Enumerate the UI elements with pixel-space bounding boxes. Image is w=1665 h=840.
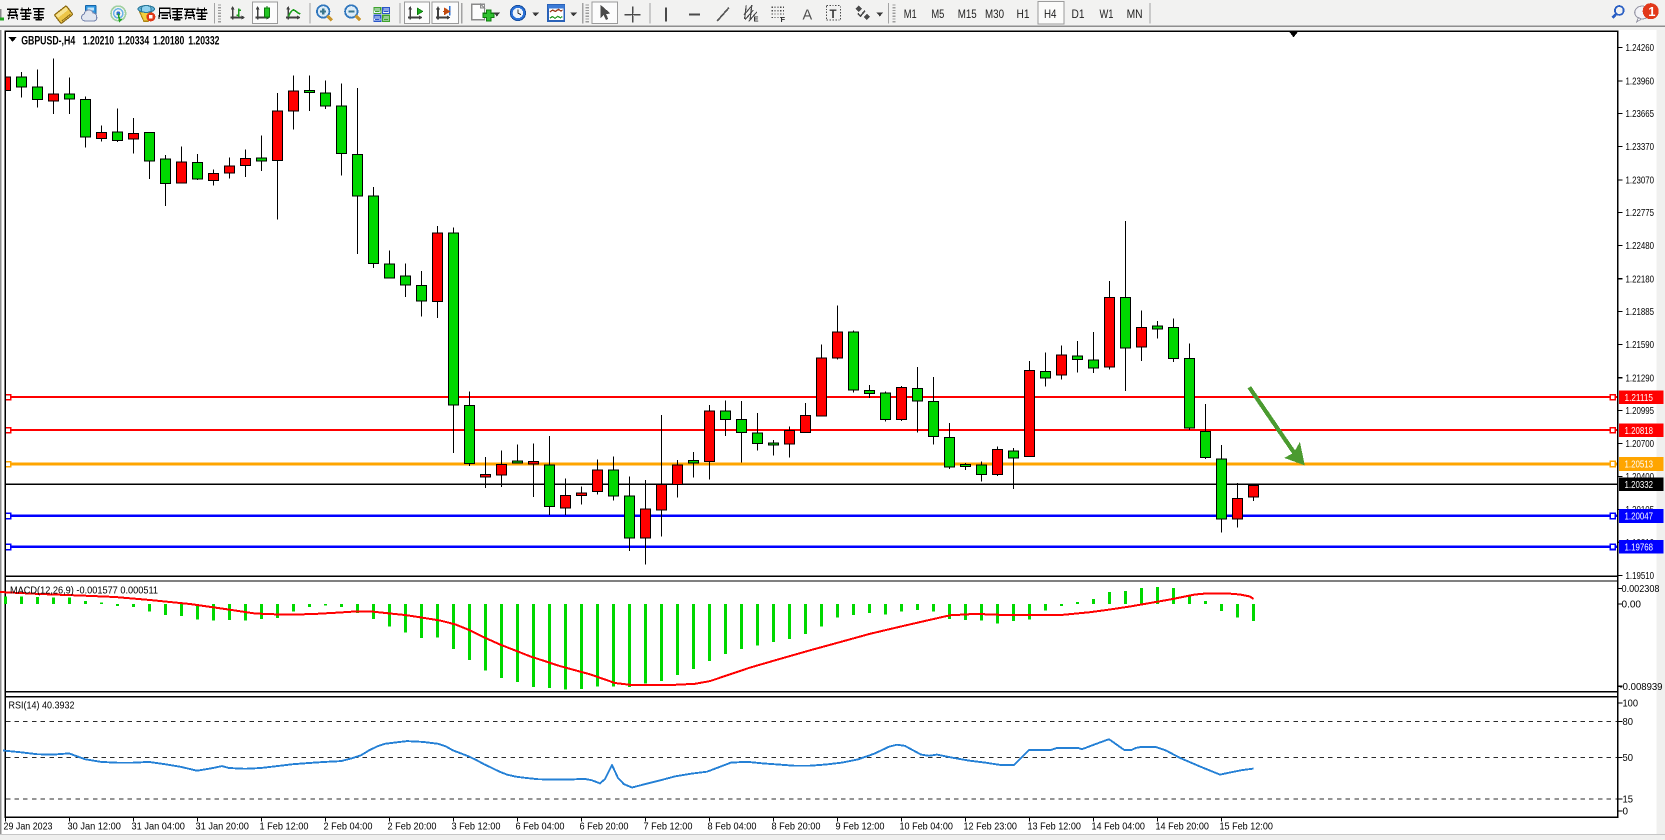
svg-text:1.19510: 1.19510: [1626, 570, 1655, 582]
svg-text:1.20700: 1.20700: [1626, 438, 1655, 450]
svg-text:50: 50: [1623, 752, 1634, 764]
svg-text:0.00: 0.00: [1622, 599, 1642, 611]
svg-text:MN: MN: [1127, 7, 1143, 21]
svg-text:1.20995: 1.20995: [1626, 405, 1655, 417]
svg-text:2 Feb 04:00: 2 Feb 04:00: [324, 821, 373, 833]
svg-text:1.23370: 1.23370: [1626, 141, 1655, 153]
svg-text:1.24260: 1.24260: [1626, 42, 1655, 54]
svg-text:W1: W1: [1100, 7, 1114, 21]
svg-text:F: F: [781, 15, 786, 24]
svg-text:M15: M15: [958, 7, 977, 21]
svg-text:0.002308: 0.002308: [1622, 583, 1660, 595]
svg-text:31 Jan 04:00: 31 Jan 04:00: [132, 821, 186, 833]
svg-text:0: 0: [1623, 806, 1629, 818]
svg-text:3 Feb 12:00: 3 Feb 12:00: [452, 821, 501, 833]
svg-text:7 Feb 12:00: 7 Feb 12:00: [644, 821, 693, 833]
svg-text:1.20818: 1.20818: [1625, 425, 1654, 437]
svg-text:H1: H1: [1017, 7, 1030, 21]
svg-text:1.21590: 1.21590: [1626, 339, 1655, 351]
svg-text:D1: D1: [1072, 7, 1085, 21]
svg-text:12 Feb 23:00: 12 Feb 23:00: [964, 821, 1018, 833]
svg-text:E: E: [754, 15, 759, 24]
svg-text:M5: M5: [931, 7, 944, 21]
svg-text:1.20513: 1.20513: [1625, 459, 1654, 471]
svg-text:31 Jan 20:00: 31 Jan 20:00: [196, 821, 250, 833]
svg-text:1.19768: 1.19768: [1625, 542, 1654, 554]
svg-text:1.20047: 1.20047: [1625, 511, 1654, 523]
svg-text:8 Feb 20:00: 8 Feb 20:00: [772, 821, 821, 833]
svg-text:M30: M30: [985, 7, 1004, 21]
svg-text:1.20332: 1.20332: [188, 36, 219, 48]
svg-text:T: T: [830, 9, 837, 21]
svg-text:1: 1: [1648, 4, 1655, 19]
svg-text:GBPUSD-,H4: GBPUSD-,H4: [21, 36, 75, 48]
svg-text:MACD(12,26,9) -0.001577 0.0005: MACD(12,26,9) -0.001577 0.000511: [10, 585, 158, 597]
svg-text:1.20180: 1.20180: [153, 36, 184, 48]
svg-text:6 Feb 04:00: 6 Feb 04:00: [516, 821, 565, 833]
svg-text:RSI(14) 40.3932: RSI(14) 40.3932: [9, 700, 75, 712]
svg-text:29 Jan 2023: 29 Jan 2023: [4, 821, 53, 833]
svg-text:80: 80: [1623, 716, 1634, 728]
svg-text:M1: M1: [904, 7, 917, 21]
svg-text:1.22480: 1.22480: [1626, 240, 1655, 252]
svg-text:2 Feb 20:00: 2 Feb 20:00: [388, 821, 437, 833]
svg-text:100: 100: [1623, 698, 1639, 710]
svg-text:6 Feb 20:00: 6 Feb 20:00: [580, 821, 629, 833]
svg-text:-0.008939: -0.008939: [1620, 681, 1663, 693]
svg-text:H4: H4: [1044, 7, 1057, 21]
svg-text:1.22775: 1.22775: [1626, 207, 1655, 219]
svg-text:8 Feb 04:00: 8 Feb 04:00: [708, 821, 757, 833]
svg-text:13 Feb 12:00: 13 Feb 12:00: [1028, 821, 1082, 833]
svg-text:9 Feb 12:00: 9 Feb 12:00: [836, 821, 885, 833]
svg-text:1.21885: 1.21885: [1626, 306, 1655, 318]
svg-text:10 Feb 04:00: 10 Feb 04:00: [900, 821, 954, 833]
svg-text:1.23665: 1.23665: [1626, 108, 1655, 120]
svg-text:1.20332: 1.20332: [1625, 479, 1654, 491]
svg-text:1.20334: 1.20334: [118, 36, 150, 48]
svg-text:1.21115: 1.21115: [1625, 392, 1654, 404]
svg-text:1.23070: 1.23070: [1626, 174, 1655, 186]
svg-text:1.22180: 1.22180: [1626, 273, 1655, 285]
svg-text:14 Feb 04:00: 14 Feb 04:00: [1092, 821, 1146, 833]
svg-text:14 Feb 20:00: 14 Feb 20:00: [1156, 821, 1210, 833]
svg-text:15: 15: [1623, 794, 1634, 806]
svg-text:1.23960: 1.23960: [1626, 76, 1655, 88]
svg-text:1 Feb 12:00: 1 Feb 12:00: [260, 821, 309, 833]
svg-text:A: A: [803, 7, 813, 23]
svg-text:30 Jan 12:00: 30 Jan 12:00: [68, 821, 122, 833]
svg-text:15 Feb 12:00: 15 Feb 12:00: [1220, 821, 1274, 833]
svg-text:1.21290: 1.21290: [1626, 372, 1655, 384]
svg-text:1.20210: 1.20210: [83, 36, 114, 48]
